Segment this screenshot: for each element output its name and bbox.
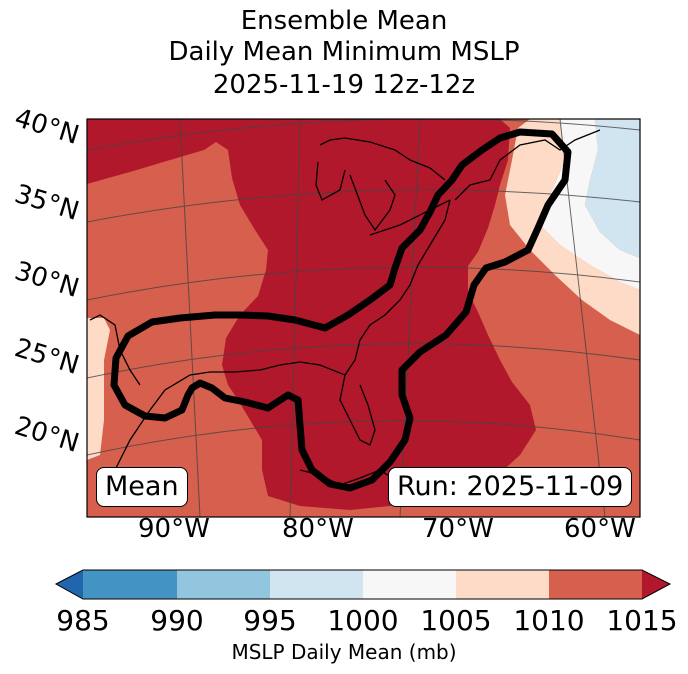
mean-label: Mean xyxy=(96,467,188,507)
lon-label-70w: 70°W xyxy=(422,514,494,544)
colorbar-bin-1010-1015 xyxy=(549,570,642,599)
colorbar-bin-1005-1010 xyxy=(456,570,549,599)
colorbar-tick-985: 985 xyxy=(56,604,110,637)
colorbar-tick-1000: 1000 xyxy=(327,604,399,637)
contour-1015 xyxy=(110,128,572,492)
colorbar-bin-990-995 xyxy=(177,570,270,599)
title-line-1: Ensemble Mean xyxy=(240,6,448,36)
colorbar-tick-1005: 1005 xyxy=(420,604,492,637)
title-line-2: Daily Mean Minimum MSLP xyxy=(168,37,520,67)
field-peach-west xyxy=(87,318,110,460)
colorbar xyxy=(54,569,672,600)
lon-label-60w: 60°W xyxy=(564,514,636,544)
colorbar-outline xyxy=(54,569,672,600)
lon-label-90w: 90°W xyxy=(138,514,210,544)
colorbar-label: MSLP Daily Mean (mb) xyxy=(231,640,457,664)
colorbar-tick-995: 995 xyxy=(243,604,297,637)
pressure-field xyxy=(87,119,640,517)
field-low xyxy=(585,119,640,258)
colorbar-tick-1010: 1010 xyxy=(513,604,585,637)
lon-label-80w: 80°W xyxy=(282,514,354,544)
field-peach-east xyxy=(505,119,640,335)
colorbar-bin-over xyxy=(642,570,670,599)
title-line-3: 2025-11-19 12z-12z xyxy=(212,70,476,100)
colorbar-tick-990: 990 xyxy=(150,604,204,637)
colorbar-bin-under xyxy=(56,570,83,599)
map-frame xyxy=(86,118,641,518)
colorbar-bin-1000-1005 xyxy=(363,570,456,599)
colorbar-bin-995-1000 xyxy=(270,570,363,599)
colorbar-tick-1015: 1015 xyxy=(606,604,678,637)
colorbar-bin-985-990 xyxy=(83,570,177,599)
run-label: Run: 2025-11-09 xyxy=(388,467,633,507)
